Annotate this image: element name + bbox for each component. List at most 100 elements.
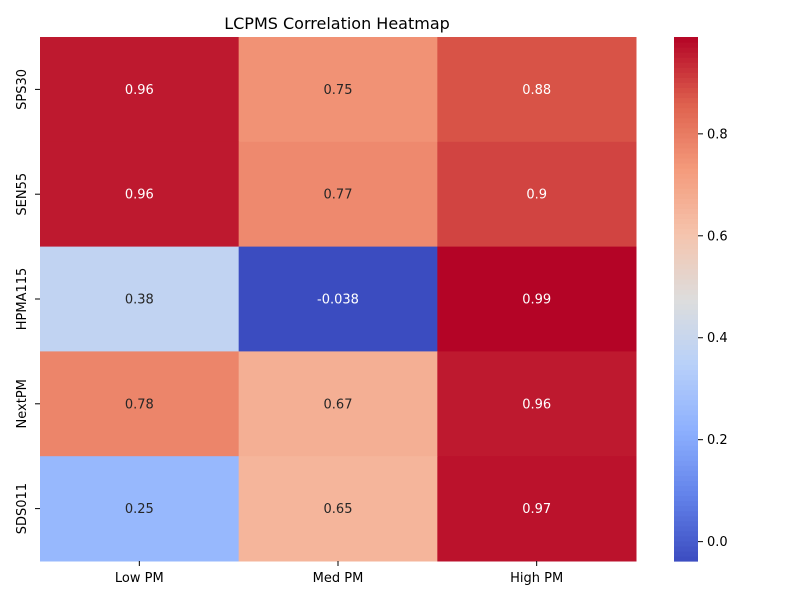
heatmap-cell-sen55-high-pm xyxy=(437,141,637,248)
colorbar-segment xyxy=(674,344,698,350)
cell-label: 0.78 xyxy=(125,397,154,412)
colorbar-segment xyxy=(674,495,698,502)
colorbar-segment xyxy=(674,324,698,330)
colorbar-segment xyxy=(674,223,698,230)
heatmap-cell-nextpm-high-pm xyxy=(437,351,637,457)
colorbar-segment xyxy=(674,82,698,88)
colorbar-segment xyxy=(674,278,698,285)
heatmap-cell-hpma115-med-pm xyxy=(238,246,438,352)
colorbar-tick-label: 0.4 xyxy=(707,331,728,346)
colorbar-segment xyxy=(674,515,698,522)
colorbar-segment xyxy=(674,450,698,456)
colorbar-segment xyxy=(674,152,698,159)
colorbar-segment xyxy=(674,193,698,199)
colorbar-segment xyxy=(674,520,698,527)
colorbar-segment xyxy=(674,475,698,481)
colorbar-segment xyxy=(674,505,698,512)
colorbar-segment xyxy=(674,57,698,63)
colorbar-segment xyxy=(674,273,698,280)
heatmap-cell-sds011-high-pm xyxy=(437,456,637,562)
colorbar-segment xyxy=(674,117,698,124)
colorbar-segment xyxy=(674,122,698,129)
colorbar-tick-label: 0.2 xyxy=(707,433,728,448)
colorbar-segment xyxy=(674,555,698,562)
cell-label: 0.65 xyxy=(324,502,353,517)
heatmap-cell-sps30-low-pm xyxy=(40,37,240,143)
colorbar-segment xyxy=(674,550,698,557)
y-tick-label: SEN55 xyxy=(15,173,30,216)
cell-label: 0.96 xyxy=(125,188,154,203)
colorbar-segment xyxy=(674,283,698,290)
heatmap-cell-sps30-high-pm xyxy=(437,37,637,143)
colorbar-segment xyxy=(674,213,698,219)
colorbar-segment xyxy=(674,243,698,250)
colorbar-segment xyxy=(674,72,698,78)
colorbar-segment xyxy=(674,329,698,335)
cell-label: 0.96 xyxy=(522,397,551,412)
colorbar-segment xyxy=(674,334,698,340)
colorbar-segment xyxy=(674,233,698,240)
colorbar: 0.0 0.2 0.4 0.6 0.8 xyxy=(674,37,728,562)
colorbar-segment xyxy=(674,198,698,204)
heatmap-cell-sds011-low-pm xyxy=(40,456,240,562)
y-tick-label: SDS011 xyxy=(15,483,30,534)
colorbar-segment xyxy=(674,485,698,492)
colorbar-segment xyxy=(674,188,698,194)
colorbar-segment xyxy=(674,364,698,371)
colorbar-segment xyxy=(674,374,698,381)
colorbar-segment xyxy=(674,67,698,73)
colorbar-segment xyxy=(674,112,698,119)
colorbar-segment xyxy=(674,409,698,416)
colorbar-segment xyxy=(674,394,698,401)
heatmap-cell-hpma115-low-pm xyxy=(40,246,240,352)
colorbar-segment xyxy=(674,480,698,487)
cell-label: 0.67 xyxy=(324,397,353,412)
y-tick-label: HPMA115 xyxy=(15,268,30,331)
colorbar-segment xyxy=(674,203,698,209)
colorbar-segment xyxy=(674,440,698,446)
colorbar-segment xyxy=(674,178,698,184)
colorbar-segment xyxy=(674,253,698,260)
chart-title: LCPMS Correlation Heatmap xyxy=(224,14,450,33)
colorbar-segment xyxy=(674,424,698,431)
heatmap-cell-nextpm-med-pm xyxy=(238,351,438,457)
cell-label: 0.77 xyxy=(324,188,353,203)
colorbar-segment xyxy=(674,535,698,542)
heatmap-cell-sds011-med-pm xyxy=(238,456,438,562)
colorbar-segment xyxy=(674,359,698,366)
colorbar-segment xyxy=(674,510,698,517)
colorbar-segment xyxy=(674,218,698,225)
colorbar-tick-label: 0.8 xyxy=(707,127,728,142)
cell-label: -0.038 xyxy=(317,293,359,308)
cell-label: 0.96 xyxy=(125,83,154,98)
colorbar-segment xyxy=(674,162,698,169)
colorbar-segment xyxy=(674,228,698,235)
colorbar-segment xyxy=(674,102,698,109)
colorbar-segment xyxy=(674,545,698,552)
heatmap-cell-sen55-med-pm xyxy=(238,141,438,248)
colorbar-segment xyxy=(674,42,698,48)
colorbar-segment xyxy=(674,525,698,532)
cell-label: 0.75 xyxy=(324,83,353,98)
colorbar-segment xyxy=(674,455,698,461)
colorbar-segment xyxy=(674,127,698,134)
y-axis: SPS30 SEN55 HPMA115 NextPM SDS011 xyxy=(15,69,40,534)
colorbar-segment xyxy=(674,304,698,310)
colorbar-segment xyxy=(674,183,698,189)
colorbar-segment xyxy=(674,445,698,451)
colorbar-segment xyxy=(674,500,698,507)
colorbar-segment xyxy=(674,263,698,270)
colorbar-segment xyxy=(674,107,698,114)
colorbar-segment xyxy=(674,404,698,411)
colorbar-segment xyxy=(674,465,698,471)
colorbar-segment xyxy=(674,379,698,386)
colorbar-segment xyxy=(674,419,698,426)
heatmap-cells xyxy=(40,37,637,562)
colorbar-segment xyxy=(674,369,698,376)
colorbar-segment xyxy=(674,37,698,43)
colorbar-segment xyxy=(674,299,698,305)
colorbar-segment xyxy=(674,530,698,537)
colorbar-segment xyxy=(674,208,698,214)
